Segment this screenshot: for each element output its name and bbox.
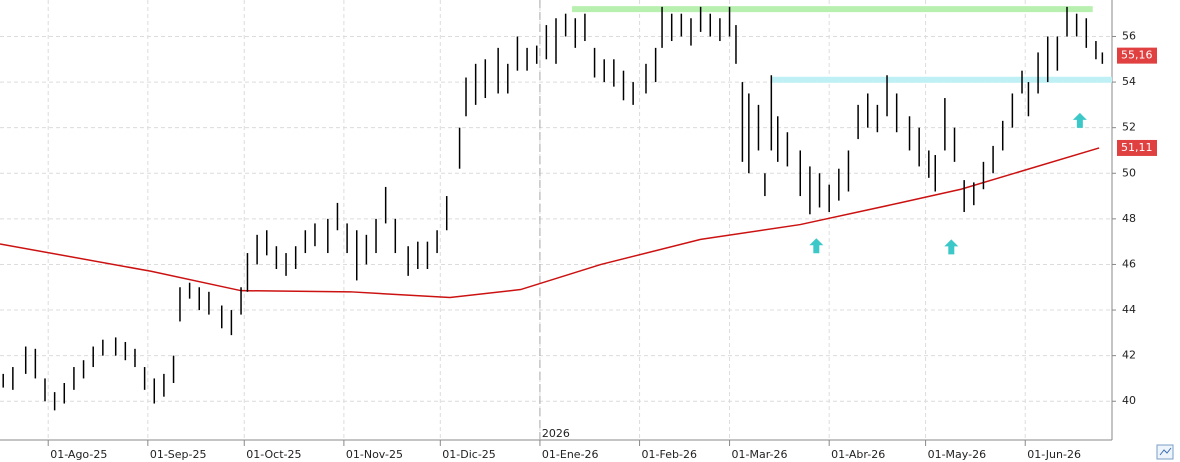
scale-button[interactable] <box>1156 444 1174 460</box>
y-tick-label: 48 <box>1122 212 1136 225</box>
x-tick-label: 01-Ago-25 <box>50 448 107 461</box>
x-tick-label: 01-Abr-26 <box>831 448 885 461</box>
price-tag <box>1117 47 1157 64</box>
y-tick-label: 44 <box>1122 303 1136 316</box>
scale-icon <box>1159 447 1172 456</box>
x-tick-label: 01-Feb-26 <box>642 448 697 461</box>
x-tick-label: 01-Jun-26 <box>1027 448 1081 461</box>
y-tick-label: 52 <box>1122 121 1136 134</box>
y-tick-label: 50 <box>1122 166 1136 179</box>
x-tick-label: 01-Oct-25 <box>246 448 301 461</box>
y-tick-label: 42 <box>1122 349 1136 362</box>
price-tag-label: 55,16 <box>1121 49 1153 62</box>
signal-arrow <box>809 238 824 254</box>
x-tick-label: 01-Nov-25 <box>346 448 403 461</box>
y-tick-label: 54 <box>1122 75 1136 88</box>
signal-arrow <box>1072 112 1087 128</box>
y-tick-label: 40 <box>1122 394 1136 407</box>
price-tag-label: 51,11 <box>1121 141 1153 154</box>
y-tick-label: 46 <box>1122 257 1136 270</box>
x-tick-label: 01-Dic-25 <box>442 448 496 461</box>
x-tick-label: 01-Ene-26 <box>542 448 599 461</box>
y-tick-label: 56 <box>1122 29 1136 42</box>
x-tick-label: 01-Mar-26 <box>732 448 788 461</box>
price-tag <box>1117 139 1157 156</box>
x-tick-label: 01-Sep-25 <box>150 448 207 461</box>
x-tick-label: 01-May-26 <box>928 448 986 461</box>
signal-arrow <box>944 239 959 255</box>
year-label: 2026 <box>542 427 570 440</box>
